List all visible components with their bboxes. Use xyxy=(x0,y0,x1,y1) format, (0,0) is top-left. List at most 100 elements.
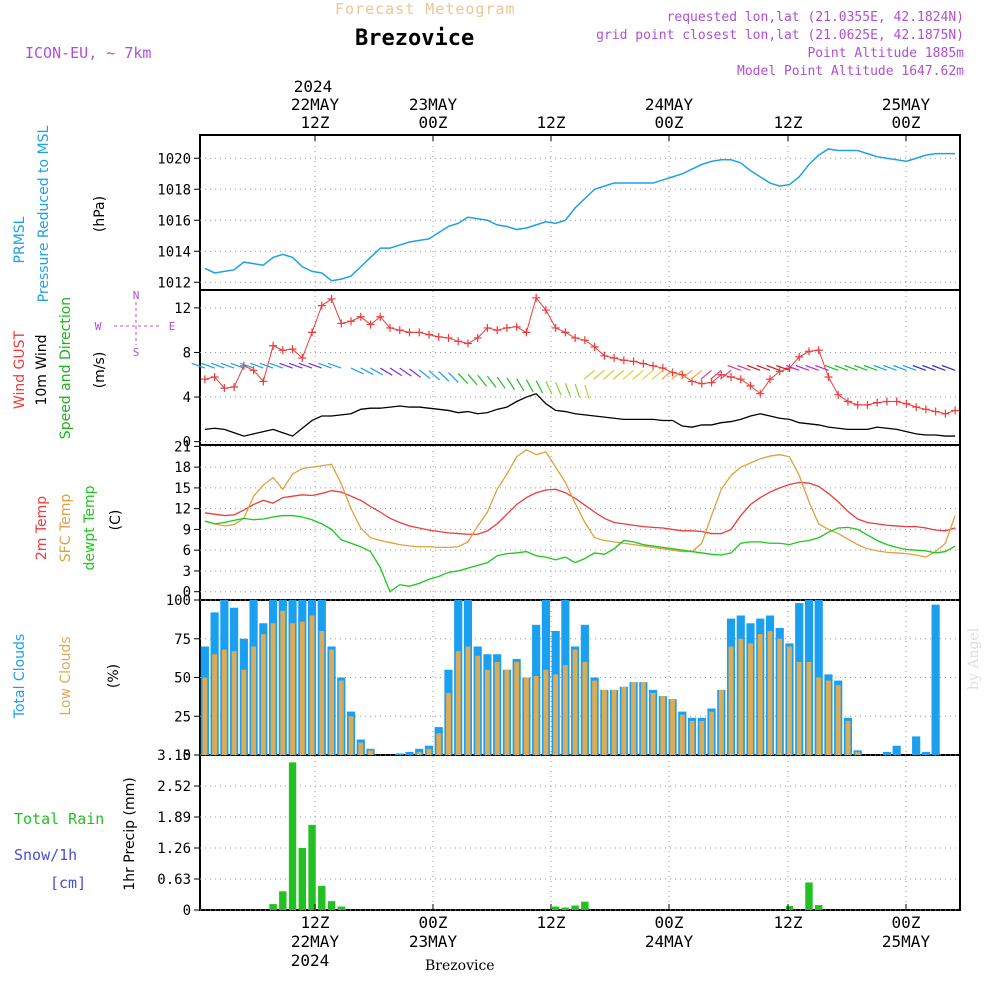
wind-direction-arrow xyxy=(776,364,790,371)
wind-gust-marker xyxy=(580,336,589,345)
wind-gust-marker xyxy=(337,319,346,328)
wind-direction-arrow xyxy=(259,362,274,369)
wind-direction-arrow xyxy=(327,362,342,369)
low-cloud-bar xyxy=(270,623,276,755)
wind-direction-arrow xyxy=(191,362,206,369)
wind-direction-arrow xyxy=(756,364,771,371)
low-cloud-bar xyxy=(494,662,500,755)
top-axis-hour: 00Z xyxy=(892,113,921,132)
top-axis-hour: 12Z xyxy=(537,113,566,132)
wind-direction-arrow xyxy=(680,369,693,380)
low-cloud-bar xyxy=(251,646,257,755)
wind-direction-arrow xyxy=(932,364,946,371)
total-cloud-bar xyxy=(395,753,404,755)
low-cloud-bar xyxy=(718,689,724,755)
low-clouds-label: Low Clouds xyxy=(58,636,74,715)
low-cloud-bar xyxy=(426,748,432,755)
temperature-panel xyxy=(199,444,961,601)
wind-gust-marker xyxy=(892,397,901,406)
wind-gust-marker xyxy=(327,294,336,303)
wind-direction-arrow xyxy=(641,369,654,380)
model-point-altitude: Model Point Altitude 1647.62m xyxy=(737,64,964,79)
pressure-ytick-label: 1018 xyxy=(157,182,191,198)
forecast-title: Forecast Meteogram xyxy=(335,0,516,18)
top-axis-year: 2024 xyxy=(294,77,333,96)
precip-ytick-label: 2.52 xyxy=(157,779,191,795)
wind-gust-marker xyxy=(951,406,960,415)
wind-direction-arrow xyxy=(379,367,393,376)
clouds-unit: (%) xyxy=(106,664,122,688)
low-cloud-bar xyxy=(631,682,637,755)
wind-direction-arrow xyxy=(308,362,323,369)
temp-2m-line xyxy=(204,481,956,535)
bottom-axis-hour: 00Z xyxy=(419,913,448,932)
wind-direction-arrow xyxy=(593,369,605,380)
wind-direction-arrow xyxy=(602,369,615,380)
low-cloud-bar xyxy=(358,742,364,755)
wind-gust-marker xyxy=(824,372,833,381)
wind-gust-marker xyxy=(795,352,804,361)
temp-unit: (C) xyxy=(108,510,124,531)
wind-direction-arrow xyxy=(240,362,254,369)
wind-direction-arrow xyxy=(288,362,303,369)
wind-direction-arrow xyxy=(438,371,450,382)
wind-gust-marker xyxy=(902,399,911,408)
low-cloud-bar xyxy=(592,680,598,755)
wind-gust-label: Wind GUST xyxy=(12,330,28,409)
wind-direction-arrow xyxy=(486,375,497,388)
station-name: Brezovice xyxy=(355,26,475,51)
wind-gust-marker xyxy=(269,341,278,350)
low-cloud-bar xyxy=(416,751,422,755)
wind-direction-arrow xyxy=(418,369,431,380)
low-cloud-bar xyxy=(787,646,792,755)
wind-gust-marker xyxy=(717,370,726,379)
low-cloud-bar xyxy=(601,689,607,755)
rain-bar xyxy=(815,905,823,910)
wind-gust-marker xyxy=(532,293,541,302)
low-cloud-bar xyxy=(826,680,831,755)
wind-direction-arrow xyxy=(467,373,478,386)
clouds-ytick-label: 50 xyxy=(174,671,191,687)
wind-gust-marker xyxy=(727,372,736,381)
wind-direction-arrow xyxy=(893,364,907,371)
low-cloud-bar xyxy=(757,634,763,755)
low-cloud-bar xyxy=(699,720,705,755)
low-cloud-bar xyxy=(845,720,851,755)
wind-direction-arrow xyxy=(710,369,722,380)
wind-gust-marker xyxy=(230,383,239,392)
wind-direction-arrow xyxy=(583,369,596,380)
precip-ytick-label: 3.15 xyxy=(157,748,191,764)
wind-gust-marker xyxy=(366,320,375,329)
low-cloud-bar xyxy=(475,655,481,755)
low-cloud-bar xyxy=(533,675,539,755)
bottom-axis-hour: 00Z xyxy=(892,913,921,932)
wind-gust-marker xyxy=(395,326,404,335)
wind-direction-arrow xyxy=(912,364,927,371)
wind-unit: (m/s) xyxy=(92,352,108,389)
rain-bar xyxy=(327,901,336,910)
wind-gust-marker xyxy=(444,333,453,342)
wind-gust-marker xyxy=(473,333,482,342)
bottom-axis-hour: 12Z xyxy=(774,913,803,932)
temp-dewpt-label: dewpt Temp xyxy=(82,485,98,570)
wind-direction-arrow xyxy=(370,367,384,376)
wind-gust-marker xyxy=(921,405,930,414)
low-cloud-bar xyxy=(202,677,208,755)
wind-direction-arrow xyxy=(269,362,284,369)
wind-gust-marker xyxy=(463,339,472,348)
rain-bar xyxy=(308,824,316,910)
bottom-axis-day: 23MAY xyxy=(409,932,458,951)
wind-gust-marker xyxy=(541,306,550,315)
temp-2m-label: 2m Temp xyxy=(34,496,50,560)
low-cloud-bar xyxy=(670,699,675,755)
wind-direction-arrow xyxy=(854,364,868,371)
temp-ytick-label: 3 xyxy=(183,564,191,580)
low-cloud-bar xyxy=(689,720,695,755)
y-tick-labels: 1012101410161018102004812036912151821025… xyxy=(157,151,200,919)
wind-direction-arrow xyxy=(622,369,634,380)
low-cloud-bar xyxy=(514,662,520,755)
low-cloud-bar xyxy=(679,714,685,755)
top-axis-hour: 12Z xyxy=(301,113,330,132)
wind-gust-marker xyxy=(512,322,521,331)
